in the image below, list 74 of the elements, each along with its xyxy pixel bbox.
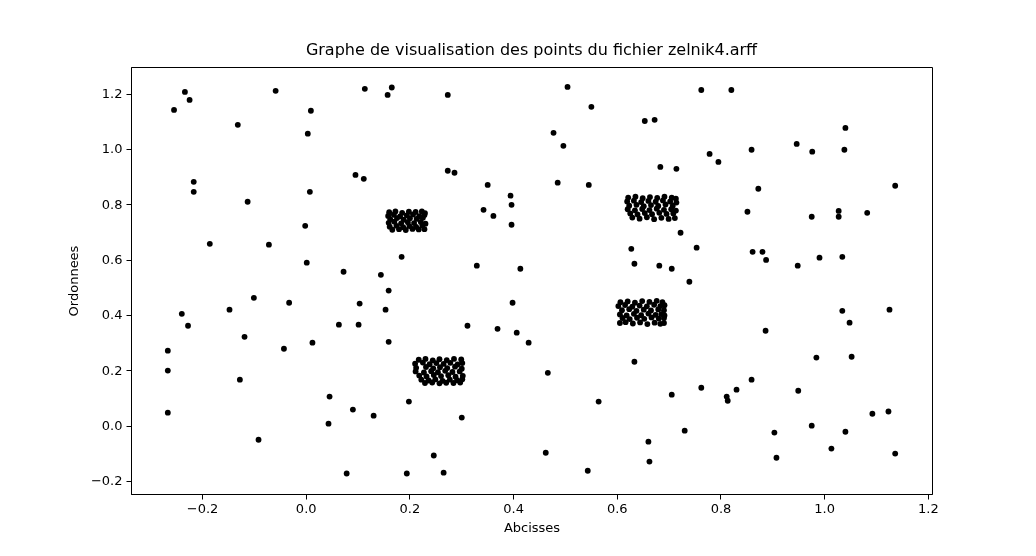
point [643,303,650,310]
x-tick-label: 0.4 [503,500,524,516]
point [649,211,655,218]
point [622,302,628,308]
point [651,216,658,223]
point [633,201,640,208]
x-tick-label: 0.8 [710,500,732,516]
point [422,380,428,386]
point [651,301,658,308]
point [636,215,643,222]
point [459,360,466,367]
point [648,202,654,208]
point [661,206,667,213]
x-tick-label: −0.2 [186,500,219,516]
y-tick-label: 0.2 [101,362,123,378]
x-tick-label: 1.2 [918,500,939,516]
point [438,373,444,380]
point [447,359,454,366]
point [648,314,655,321]
point [634,314,640,321]
point [616,320,623,326]
x-tick-label: 0.0 [295,500,317,516]
point [423,364,429,370]
point [396,226,402,233]
point [437,364,443,371]
point [663,211,670,217]
point [421,226,428,233]
y-tick-label: −0.2 [90,473,123,489]
y-axis-title: Ordonnees [65,245,81,317]
point [661,320,667,326]
point [430,372,437,378]
point [451,356,457,362]
y-tick-label: 1.2 [101,86,123,102]
point [651,319,658,326]
point [662,201,669,208]
point [661,307,667,314]
point [658,214,665,221]
point [643,214,650,221]
point [627,210,634,217]
point [636,302,643,309]
point [445,372,452,379]
point [624,206,631,213]
point [626,316,633,323]
point [656,209,663,216]
point [619,307,625,314]
y-tick-label: 0.8 [101,196,123,212]
x-tick-label: 0.6 [606,500,628,516]
point [419,359,426,366]
point [450,380,457,386]
y-tick-label: 0.4 [101,307,123,323]
point [639,298,646,305]
point [640,306,647,313]
x-tick-label: 1.0 [814,500,836,516]
point [638,199,645,205]
y-tick-label: 0.6 [101,252,123,268]
point [668,206,675,213]
y-tick-label: 1.0 [101,141,123,157]
x-tick-label: 0.2 [399,500,421,516]
point [653,297,660,304]
point [622,319,629,326]
point [644,321,651,327]
point [415,356,422,363]
point [629,214,636,221]
point [637,319,644,326]
point [412,368,419,375]
point [433,360,440,367]
point [655,306,662,313]
point [615,303,622,310]
point [665,216,672,222]
y-tick-label: 0.0 [101,418,123,434]
point [629,320,636,327]
chart-title: Graphe de visualisation des points du fichier zelnik4.arff [305,40,759,59]
point [671,215,678,222]
x-axis-title: Abcisses [503,519,561,535]
